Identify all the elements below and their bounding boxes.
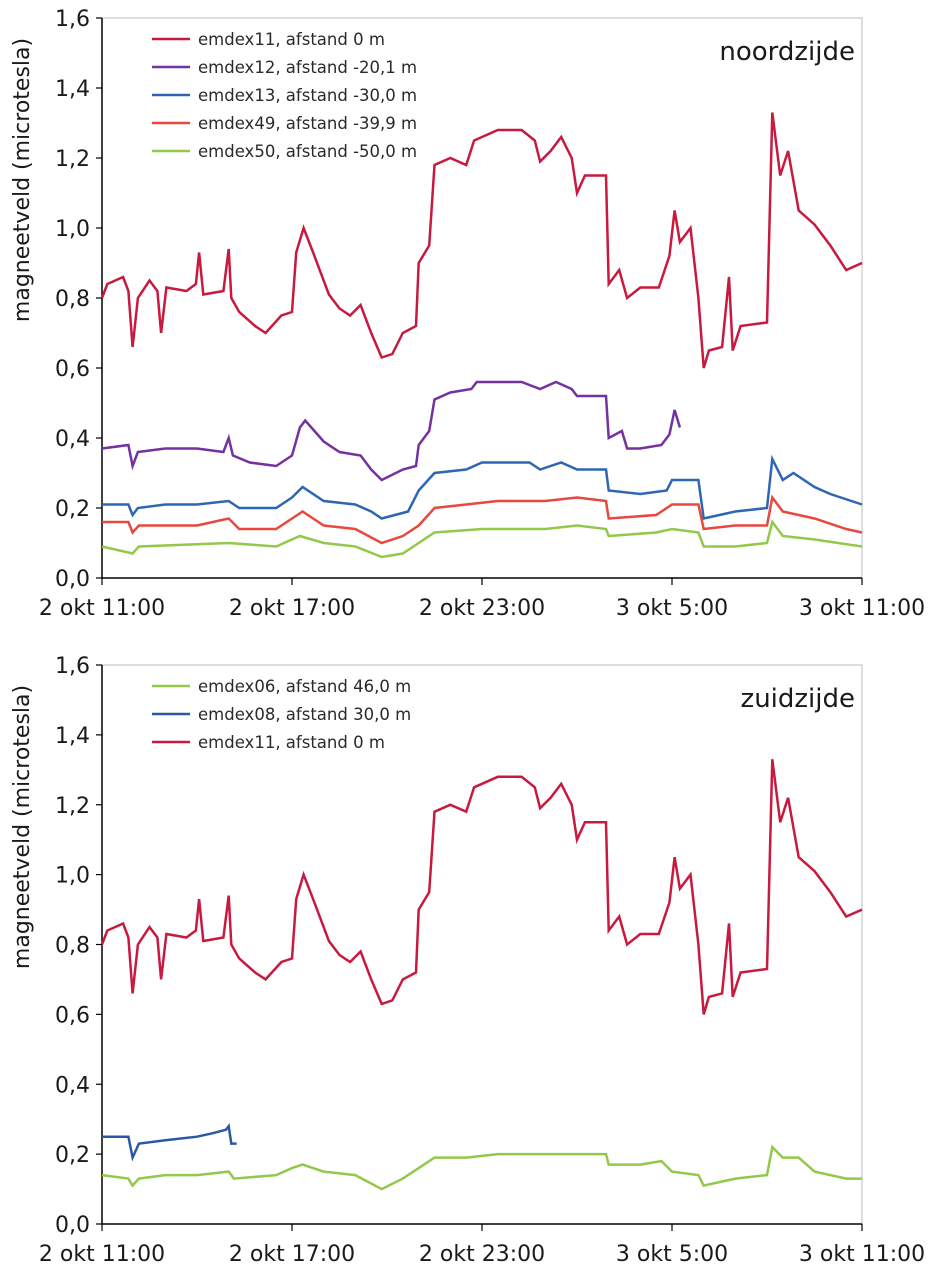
y-tick-label: 1,0 [55, 217, 90, 242]
chart-1: 0,0 0,2 0,4 0,6 0,8 1,0 1,2 1,4 1,6 2 okt 11:00 2 … [10, 7, 925, 621]
legend: emdex06, afstand 46,0 m emdex08, afstand … [152, 677, 411, 752]
y-tick-label: 0,8 [55, 287, 90, 312]
legend-item-emdex50: emdex50, afstand -50,0 m [152, 142, 417, 161]
y-tick-label: 0,0 [55, 1213, 90, 1238]
legend-label-emdex50: emdex50, afstand -50,0 m [198, 142, 417, 161]
legend-item-emdex11: emdex11, afstand 0 m [152, 733, 385, 752]
x-tick-label: 2 okt 11:00 [39, 1242, 165, 1267]
y-tick-label: 1,2 [55, 794, 90, 819]
legend-label-emdex11: emdex11, afstand 0 m [198, 30, 385, 49]
y-tick-label: 0,8 [55, 934, 90, 959]
y-tick-label: 0,4 [55, 1073, 90, 1098]
x-tick-label: 2 okt 17:00 [229, 1242, 355, 1267]
legend-item-emdex06: emdex06, afstand 46,0 m [152, 677, 411, 696]
legend-item-emdex12: emdex12, afstand -20,1 m [152, 58, 417, 77]
x-tick-label: 3 okt 11:00 [799, 596, 925, 621]
y-axis-title: magneetveld (microtesla) [10, 38, 35, 322]
panel-label: noordzijde [719, 37, 855, 67]
legend-item-emdex11: emdex11, afstand 0 m [152, 30, 385, 49]
y-tick-label: 1,0 [55, 864, 90, 889]
series-lines [100, 112, 863, 559]
series-line-emdex12 [101, 380, 682, 482]
y-tick-label: 0,2 [55, 497, 90, 522]
legend-label-emdex12: emdex12, afstand -20,1 m [198, 58, 417, 77]
plot-area [101, 17, 863, 579]
legend-label-emdex08: emdex08, afstand 30,0 m [198, 705, 411, 724]
y-tick-label: 1,2 [55, 147, 90, 172]
x-tick-label: 3 okt 11:00 [799, 1242, 925, 1267]
series-line-emdex11 [100, 759, 863, 1015]
series-lines [100, 759, 863, 1191]
y-tick-label: 0,4 [55, 427, 90, 452]
legend-item-emdex13: emdex13, afstand -30,0 m [152, 86, 417, 105]
y-axis-title: magneetveld (microtesla) [10, 685, 35, 969]
legend-label-emdex06: emdex06, afstand 46,0 m [198, 677, 411, 696]
legend-label-emdex13: emdex13, afstand -30,0 m [198, 86, 417, 105]
y-tick-label: 1,6 [55, 7, 90, 32]
series-line-emdex49 [102, 494, 863, 545]
series-line-emdex06 [101, 1144, 862, 1191]
series-line-emdex08 [102, 1123, 237, 1162]
y-tick-label: 0,6 [55, 357, 90, 382]
panel-label: zuidzijde [741, 684, 855, 714]
y-tick-label: 1,4 [55, 77, 90, 102]
y-tick-label: 0,2 [55, 1143, 90, 1168]
y-tick-label: 0,0 [55, 567, 90, 592]
x-tick-label: 2 okt 11:00 [39, 596, 165, 621]
series-line-emdex11 [100, 112, 863, 369]
legend-label-emdex49: emdex49, afstand -39,9 m [198, 114, 417, 133]
y-tick-label: 1,4 [55, 724, 90, 749]
x-tick-label: 2 okt 23:00 [419, 1242, 545, 1267]
series-line-emdex13 [102, 454, 863, 521]
legend-item-emdex49: emdex49, afstand -39,9 m [152, 114, 417, 133]
legend: emdex11, afstand 0 m emdex12, afstand -20… [152, 30, 417, 161]
y-tick-label: 0,6 [55, 1003, 90, 1028]
x-tick-label: 3 okt 5:00 [616, 596, 728, 621]
x-tick-label: 2 okt 17:00 [229, 596, 355, 621]
series-line-emdex50 [101, 519, 863, 559]
chart-2: 0,0 0,2 0,4 0,6 0,8 1,0 1,2 1,4 1,6 2 okt 11:00 2 … [10, 654, 925, 1267]
x-tick-label: 2 okt 23:00 [419, 596, 545, 621]
y-tick-label: 1,6 [55, 654, 90, 679]
legend-label-emdex11: emdex11, afstand 0 m [198, 733, 385, 752]
legend-item-emdex08: emdex08, afstand 30,0 m [152, 705, 411, 724]
x-tick-label: 3 okt 5:00 [616, 1242, 728, 1267]
